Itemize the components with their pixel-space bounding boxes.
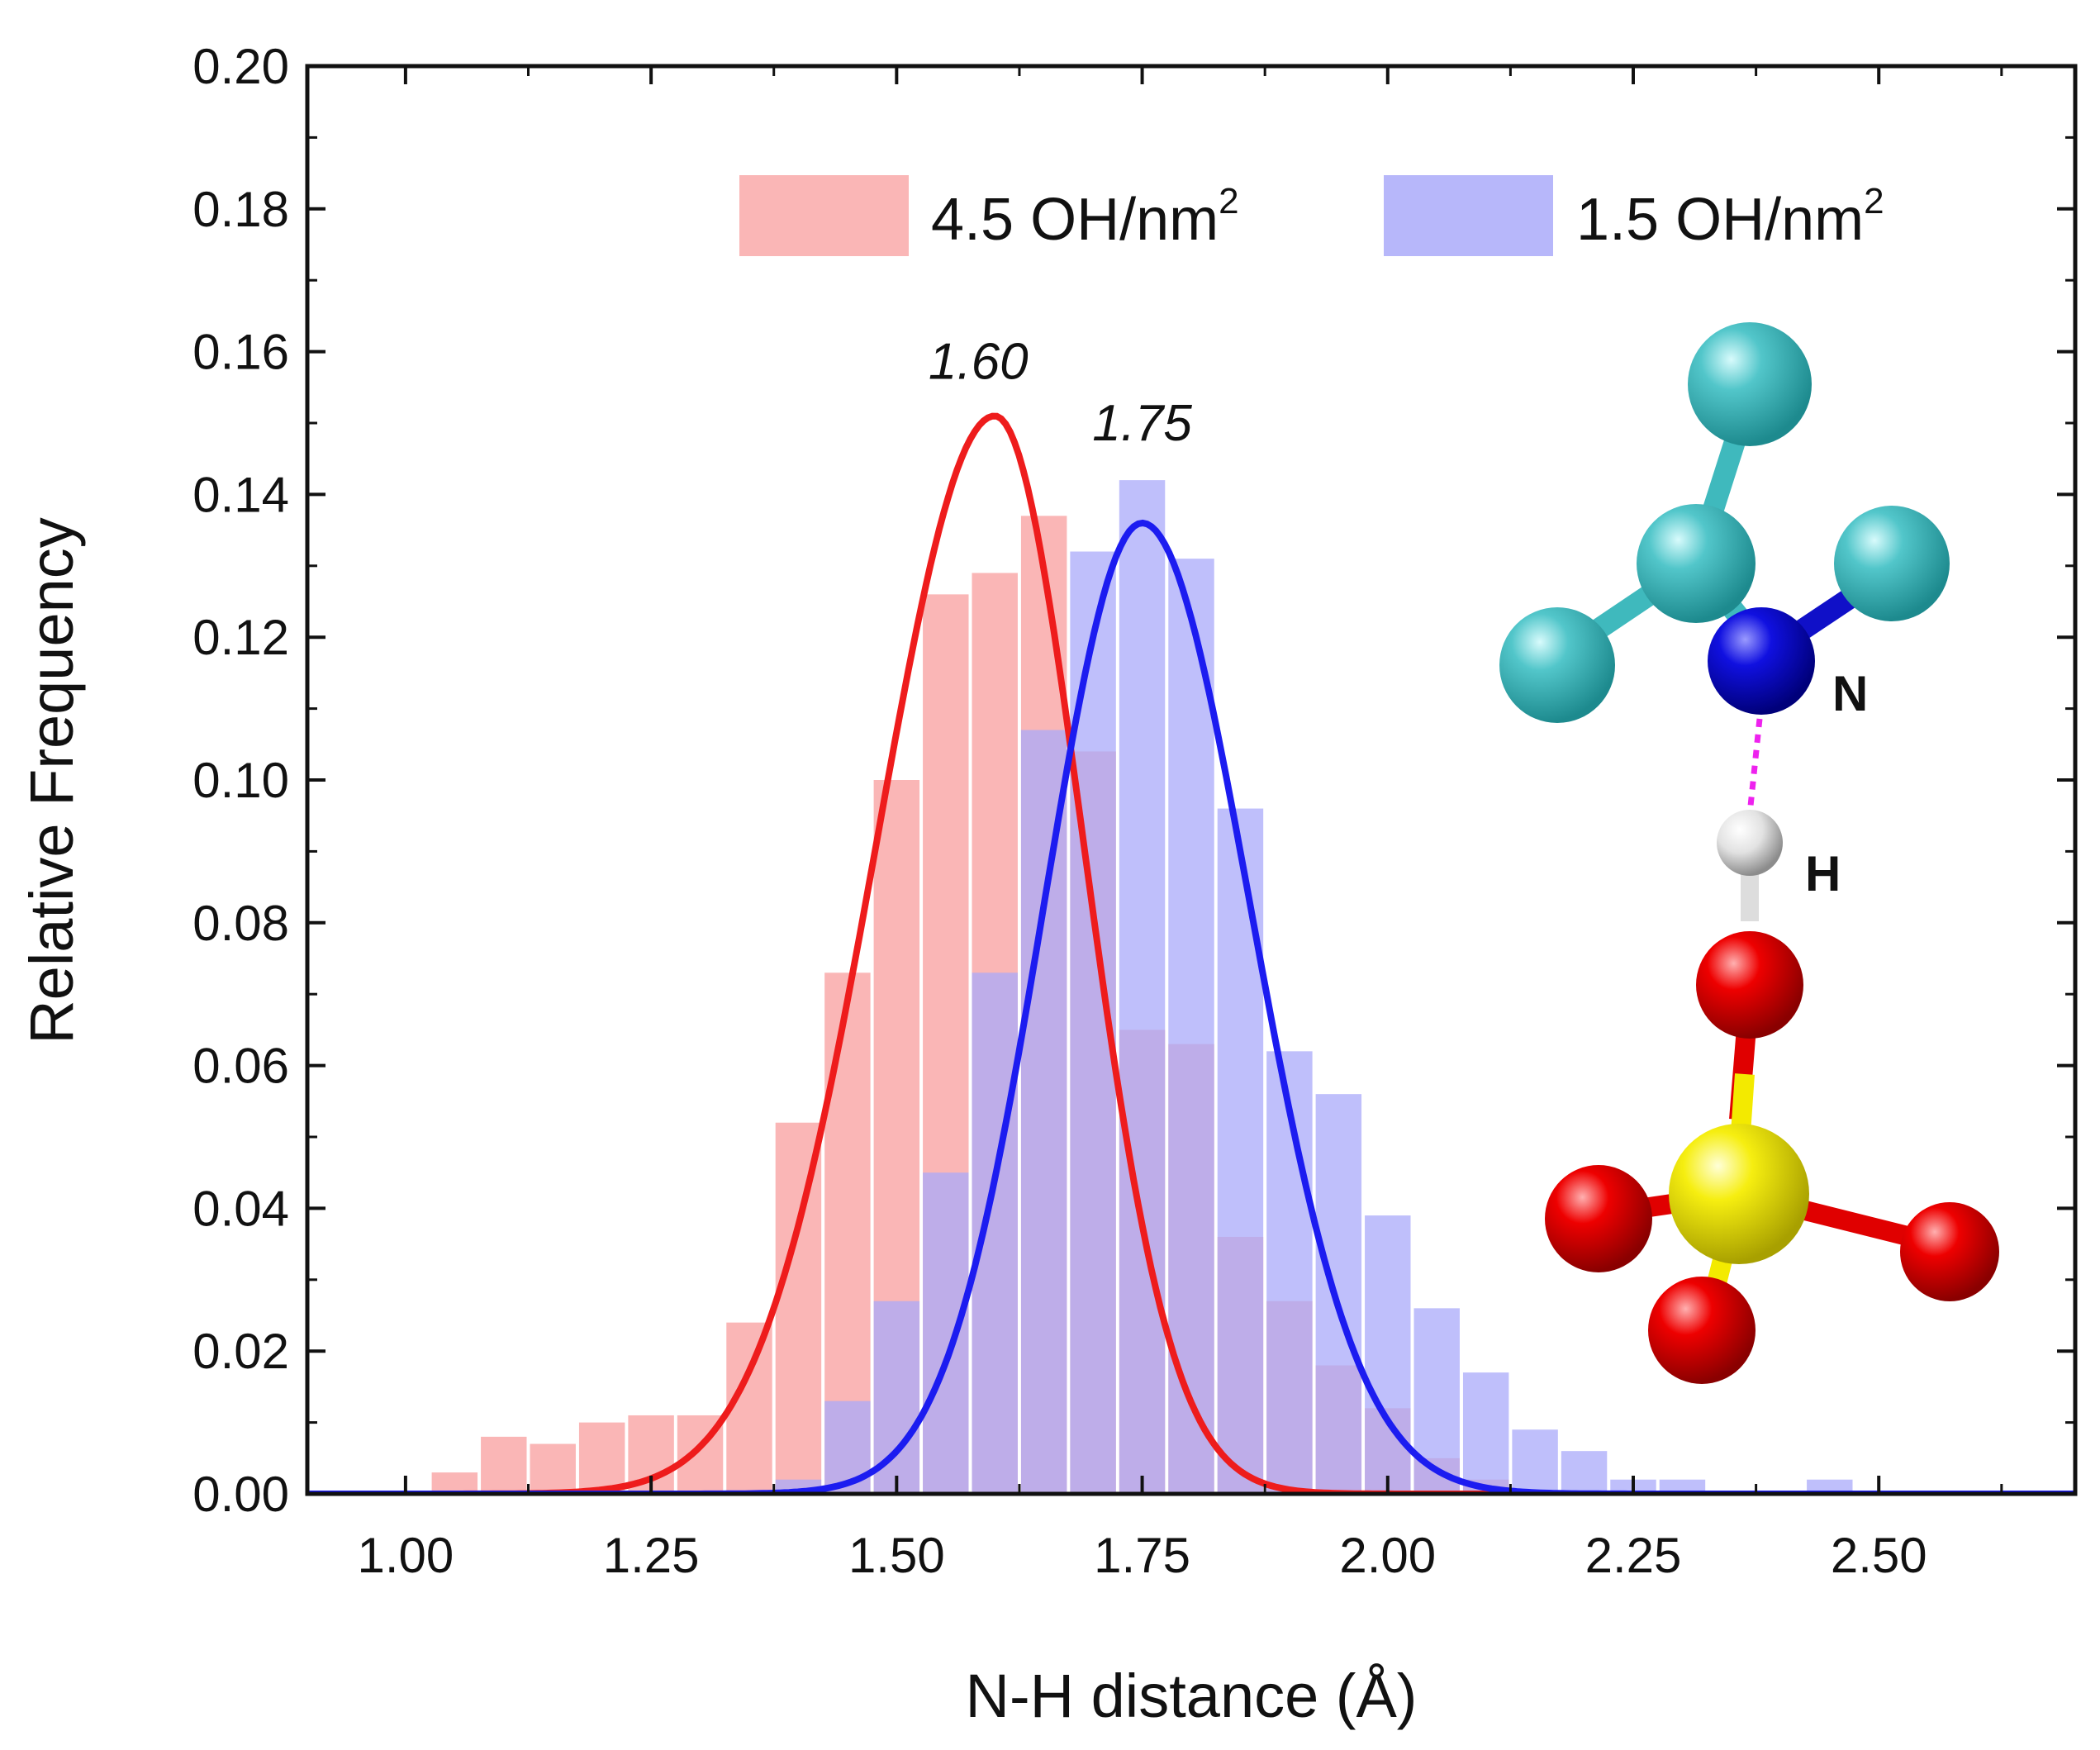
bar-1.5-12 [1365, 1215, 1411, 1494]
y-tick-label: 0.10 [192, 753, 289, 808]
x-axis-ticks: 1.00 1.25 1.50 1.75 2.00 2.25 2.50 [357, 66, 2003, 1583]
carbon-atom-center [1637, 504, 1756, 623]
y-tick-label: 0.20 [192, 39, 289, 94]
x-tick-label: 1.25 [603, 1528, 700, 1583]
bar-1.5-3 [923, 1172, 969, 1494]
oxygen-atom-bottom [1648, 1277, 1756, 1384]
legend: 4.5 OH/nm2 1.5 OH/nm2 [739, 175, 1884, 256]
x-tick-label: 2.25 [1585, 1528, 1682, 1583]
y-tick-label: 0.02 [192, 1324, 289, 1379]
peak-label-1.75: 1.75 [1092, 395, 1192, 452]
legend-sup-1.5: 2 [1864, 181, 1884, 221]
bar-4.5-0 [431, 1472, 478, 1494]
hydrogen-bond-dashed [1746, 718, 1763, 815]
y-tick-label: 0.04 [192, 1181, 289, 1236]
bar-4.5-2 [530, 1443, 576, 1494]
y-tick-label: 0.00 [192, 1467, 289, 1522]
bar-4.5-3 [578, 1422, 625, 1494]
carbon-atom-right [1834, 506, 1950, 621]
legend-swatch-1.5 [1384, 175, 1553, 256]
legend-name-4.5: 4.5 OH/nm [931, 187, 1219, 253]
bar-1.5-5 [1020, 730, 1067, 1494]
bar-1.5-4 [972, 972, 1018, 1494]
fit-curve-4.5 [307, 412, 2075, 1494]
fit-curve-1.5 [307, 519, 2075, 1494]
y-tick-label: 0.12 [192, 610, 289, 665]
y-tick-label: 0.08 [192, 896, 289, 951]
y-axis-title: Relative Frequency [17, 517, 86, 1044]
nitrogen-atom [1708, 607, 1815, 715]
oxygen-atom-top [1696, 931, 1803, 1039]
x-tick-label: 1.50 [848, 1528, 945, 1583]
legend-label-4.5: 4.5 OH/nm2 [931, 181, 1239, 253]
bar-4.5-6 [726, 1322, 772, 1494]
legend-label-1.5: 1.5 OH/nm2 [1576, 181, 1884, 253]
bar-1.5-9 [1217, 808, 1264, 1494]
carbon-atom-left [1499, 607, 1615, 723]
y-tick-label: 0.18 [192, 182, 289, 237]
bar-4.5-7 [775, 1122, 822, 1494]
atom-label-n: N [1832, 666, 1868, 721]
bar-1.5-7 [1119, 480, 1166, 1494]
bar-1.5-14 [1462, 1372, 1509, 1494]
bar-1.5-16 [1561, 1451, 1608, 1494]
x-tick-label: 1.00 [357, 1528, 454, 1583]
y-tick-label: 0.16 [192, 325, 289, 380]
carbon-atom-top [1688, 322, 1812, 446]
x-axis-title: N-H distance (Å) [966, 1662, 1418, 1730]
bar-1.5-15 [1512, 1429, 1558, 1494]
hydrogen-atom [1717, 810, 1783, 876]
atom-label-h: H [1805, 846, 1841, 901]
legend-name-1.5: 1.5 OH/nm [1576, 187, 1864, 253]
oxygen-atom-right [1900, 1202, 1999, 1301]
x-tick-label: 2.50 [1831, 1528, 1927, 1583]
bar-1.5-13 [1413, 1308, 1460, 1494]
peak-label-1.60: 1.60 [929, 333, 1029, 390]
bar-1.5-8 [1168, 559, 1214, 1494]
y-tick-label: 0.06 [192, 1039, 289, 1094]
y-tick-label: 0.14 [192, 467, 289, 522]
legend-swatch-4.5 [739, 175, 909, 256]
bar-1.5-18 [1659, 1479, 1706, 1494]
bar-4.5-1 [481, 1436, 527, 1494]
y-axis-ticks: 0.00 0.02 0.04 0.06 0.08 0.10 0.12 0.14 0.16 0.18… [192, 39, 2075, 1522]
x-tick-label: 1.75 [1094, 1528, 1190, 1583]
sulfur-atom [1669, 1124, 1809, 1264]
bar-1.5-19 [1807, 1479, 1853, 1494]
x-tick-label: 2.00 [1339, 1528, 1436, 1583]
molecule-inset: N H [1499, 322, 1999, 1384]
legend-sup-4.5: 2 [1219, 181, 1238, 221]
oxygen-atom-left [1545, 1165, 1652, 1272]
bar-1.5-11 [1315, 1094, 1362, 1494]
